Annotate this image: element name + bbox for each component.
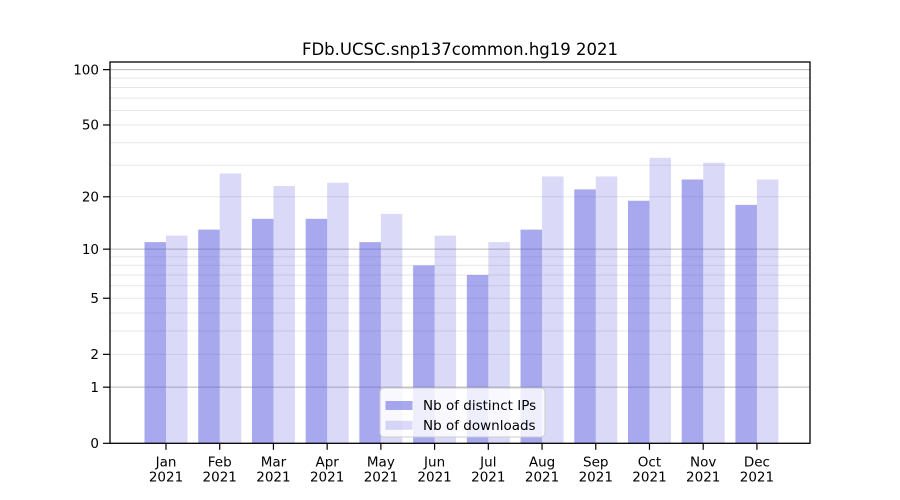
x-tick-label-month: Feb [208, 455, 232, 471]
chart-title: FDb.UCSC.snp137common.hg19 2021 [302, 40, 618, 59]
bar-downloads-apr [327, 182, 349, 444]
x-tick-label-month: Jan [155, 455, 177, 471]
bar-downloads-may [380, 213, 403, 444]
x-tick-label-month: Jul [479, 455, 496, 471]
x-tick-label-year: 2021 [740, 470, 774, 486]
bar-downloads-jan [166, 235, 188, 444]
x-tick-label-month: Nov [690, 455, 716, 471]
x-tick-label-year: 2021 [417, 470, 451, 486]
x-tick-label-year: 2021 [579, 470, 613, 486]
x-tick-label-year: 2021 [256, 470, 290, 486]
y-tick-label: 20 [82, 190, 99, 206]
x-tick-label-year: 2021 [686, 470, 720, 486]
x-tick-label-month: Apr [315, 455, 339, 471]
x-tick-label-year: 2021 [525, 470, 559, 486]
legend-label-downloads: Nb of downloads [423, 418, 536, 434]
bar-distinct-ips-jan [144, 242, 166, 444]
legend: Nb of distinct IPs Nb of downloads [379, 387, 546, 438]
x-tick-label-month: Jun [423, 455, 445, 471]
y-tick-label: 10 [82, 242, 99, 258]
y-tick-label: 100 [73, 62, 99, 78]
x-tick-label-month: Sep [583, 455, 608, 471]
bar-downloads-dec [756, 179, 779, 444]
x-tick-label-month: Aug [529, 455, 555, 471]
bar-downloads-mar [273, 185, 295, 444]
x-tick-label-month: Dec [744, 455, 770, 471]
bar-downloads-nov [703, 162, 725, 444]
legend-box [379, 387, 546, 438]
bar-downloads-oct [649, 157, 671, 444]
y-tick-label: 1 [90, 380, 99, 396]
x-tick-label-year: 2021 [632, 470, 666, 486]
legend-swatch-downloads [385, 420, 413, 430]
bar-distinct-ips-feb [198, 229, 220, 444]
bar-distinct-ips-may [359, 242, 381, 444]
bar-distinct-ips-oct [627, 200, 650, 444]
bar-downloads-aug [542, 176, 564, 444]
x-tick-label-year: 2021 [203, 470, 237, 486]
x-tick-label-year: 2021 [471, 470, 505, 486]
x-tick-label-year: 2021 [310, 470, 344, 486]
bar-downloads-feb [219, 173, 242, 444]
bar-distinct-ips-dec [735, 204, 757, 444]
x-tick-label-year: 2021 [149, 470, 183, 486]
legend-swatch-distinct-ips [385, 401, 413, 410]
x-tick-label-year: 2021 [364, 470, 398, 486]
y-tick-label: 2 [90, 347, 99, 363]
y-tick-label: 5 [90, 291, 99, 307]
plot-frame [109, 61, 811, 444]
y-tick-label: 50 [82, 118, 99, 134]
legend-label-distinct-ips: Nb of distinct IPs [423, 398, 536, 414]
x-tick-label-month: Oct [638, 455, 661, 471]
x-tick-label-month: May [367, 455, 395, 471]
bar-distinct-ips-mar [251, 218, 274, 444]
bar-distinct-ips-nov [681, 179, 704, 444]
bar-distinct-ips-sep [574, 189, 596, 444]
bar-distinct-ips-apr [305, 218, 328, 444]
y-tick-label: 0 [90, 436, 99, 452]
bar-downloads-sep [595, 176, 618, 444]
x-tick-label-month: Mar [261, 455, 287, 471]
